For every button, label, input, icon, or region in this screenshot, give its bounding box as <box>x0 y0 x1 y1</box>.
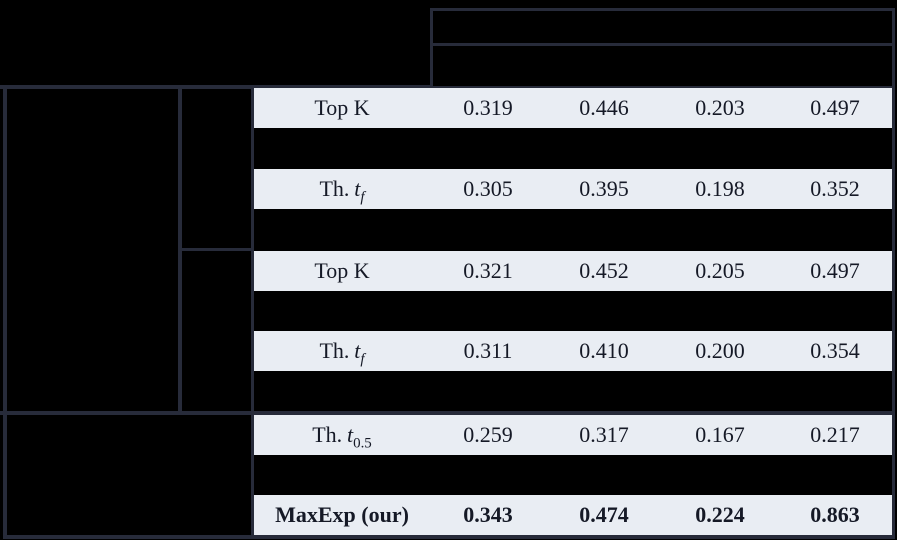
value-cell: 0.863 <box>810 502 860 527</box>
math-subscript: f <box>360 351 365 368</box>
value-cell: 0.198 <box>695 176 745 201</box>
bottom-rule <box>3 535 895 539</box>
value-cell: 0.167 <box>695 422 745 447</box>
hidden-table-row <box>254 291 892 331</box>
value-cell: 0.203 <box>695 95 745 120</box>
value-cell: 0.446 <box>579 95 629 120</box>
bottom-group-label-cell <box>7 415 251 535</box>
table-row: Top K 0.319 0.446 0.203 0.497 <box>254 88 892 128</box>
value-cell: 0.319 <box>463 95 513 120</box>
subgroup-label-cell-1 <box>182 89 251 248</box>
value-cell: 0.343 <box>463 502 513 527</box>
math-variable: t <box>354 176 361 201</box>
column-header-block <box>430 8 895 89</box>
subgroup-label-cell-2 <box>182 251 251 411</box>
method-label: Top K <box>314 258 370 283</box>
value-cell: 0.217 <box>810 422 860 447</box>
method-label: Th. <box>319 338 350 363</box>
value-cell: 0.321 <box>463 258 513 283</box>
math-variable: t <box>354 338 361 363</box>
hidden-table-row <box>254 128 892 169</box>
group-column-rule <box>178 85 182 415</box>
value-cell: 0.497 <box>810 95 860 120</box>
method-cell: Th. tf <box>254 176 430 206</box>
group-label-cell <box>7 89 178 411</box>
method-cell: Top K <box>254 95 430 121</box>
value-cell: 0.205 <box>695 258 745 283</box>
body-top-rule <box>0 85 433 89</box>
left-outer-rule <box>3 85 7 539</box>
table-row: Th. tf 0.305 0.395 0.198 0.352 <box>254 169 892 209</box>
value-cell: 0.452 <box>579 258 629 283</box>
subgroup-divider-rule <box>182 248 251 251</box>
value-cell: 0.259 <box>463 422 513 447</box>
math-subscript: f <box>360 189 365 206</box>
method-label: Th. <box>312 422 343 447</box>
value-cell: 0.395 <box>579 176 629 201</box>
hidden-table-row <box>254 209 892 251</box>
header-columns-row <box>433 46 892 86</box>
value-cell: 0.497 <box>810 258 860 283</box>
value-cell: 0.224 <box>695 502 745 527</box>
value-cell: 0.474 <box>579 502 629 527</box>
method-label: MaxExp (our) <box>275 502 409 527</box>
value-cell: 0.305 <box>463 176 513 201</box>
math-variable: t <box>346 422 354 447</box>
table-row: Th. t0.5 0.259 0.317 0.167 0.217 <box>254 415 892 455</box>
header-group-row <box>433 11 892 46</box>
method-cell: Th. t0.5 <box>254 422 430 452</box>
method-label: Th. <box>319 176 350 201</box>
table-row: Top K 0.321 0.452 0.205 0.497 <box>254 251 892 291</box>
value-cell: 0.352 <box>810 176 860 201</box>
math-subscript: 0.5 <box>353 435 372 452</box>
method-column-rule <box>251 85 254 535</box>
value-cell: 0.200 <box>695 338 745 363</box>
method-cell: Th. tf <box>254 338 430 368</box>
hidden-table-row <box>254 371 892 411</box>
table-row: Th. tf 0.311 0.410 0.200 0.354 <box>254 331 892 371</box>
table-row-maxexp: MaxExp (our) 0.343 0.474 0.224 0.863 <box>254 495 892 535</box>
value-cell: 0.354 <box>810 338 860 363</box>
method-cell: Top K <box>254 258 430 284</box>
value-cell: 0.311 <box>463 338 513 363</box>
right-outer-rule <box>892 85 895 539</box>
value-cell: 0.317 <box>579 422 629 447</box>
method-label: Top K <box>314 95 370 120</box>
value-cell: 0.410 <box>579 338 629 363</box>
section-divider-rule <box>0 411 895 415</box>
method-cell: MaxExp (our) <box>254 502 430 528</box>
hidden-table-row <box>254 455 892 495</box>
